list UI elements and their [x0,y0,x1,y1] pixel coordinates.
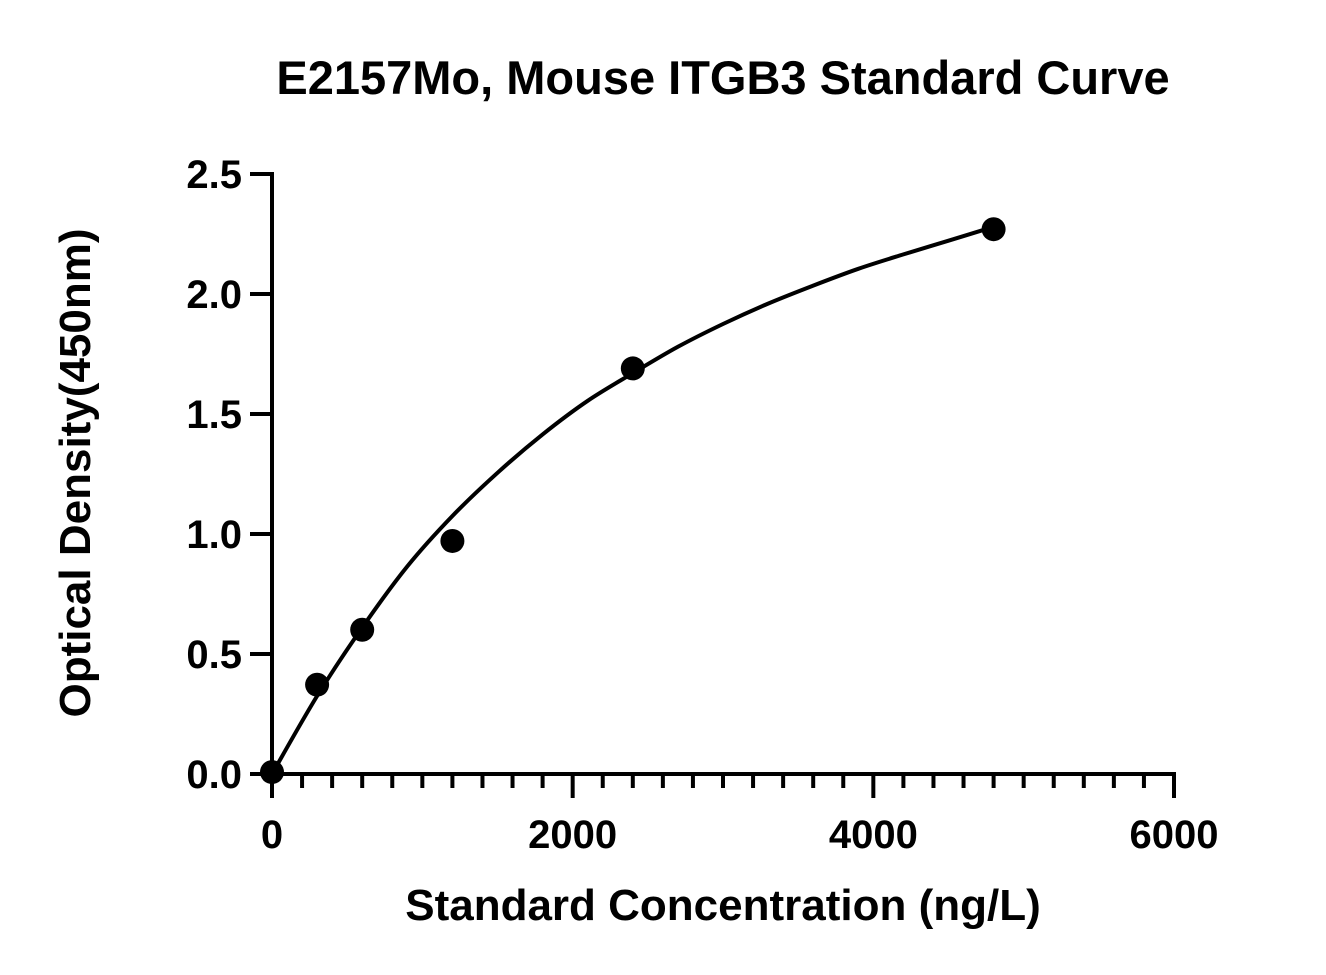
x-tick-label: 0 [261,813,283,857]
y-tick-label: 1.5 [186,393,242,437]
data-point [620,356,645,381]
x-tick-label: 6000 [1130,813,1219,857]
y-tick-label: 1.0 [186,513,242,557]
x-axis-label: Standard Concentration (ng/L) [405,881,1041,930]
fit-curve-group [270,224,996,776]
data-point [350,617,375,642]
y-axis-ticks: 0.0 0.5 1.0 1.5 2.0 2.5 [186,153,272,797]
y-axis-label: Optical Density(450nm) [51,228,100,717]
x-axis-ticks: 0 2000 4000 6000 [261,774,1219,857]
y-tick-label: 0.5 [186,633,242,677]
chart-title: E2157Mo, Mouse ITGB3 Standard Curve [276,51,1169,104]
y-tick-label: 2.0 [186,273,242,317]
data-point [260,760,284,785]
y-tick-label: 0.0 [186,753,242,797]
fit-curve-line [270,224,996,776]
y-tick-label: 2.5 [186,153,242,197]
data-points [260,217,1006,785]
data-point [440,528,465,553]
x-tick-label: 4000 [829,813,918,857]
data-point [305,672,330,697]
x-axis-minor-ticks [300,774,1146,788]
axes [270,172,1176,776]
x-tick-label: 2000 [528,813,617,857]
data-point [981,217,1006,242]
